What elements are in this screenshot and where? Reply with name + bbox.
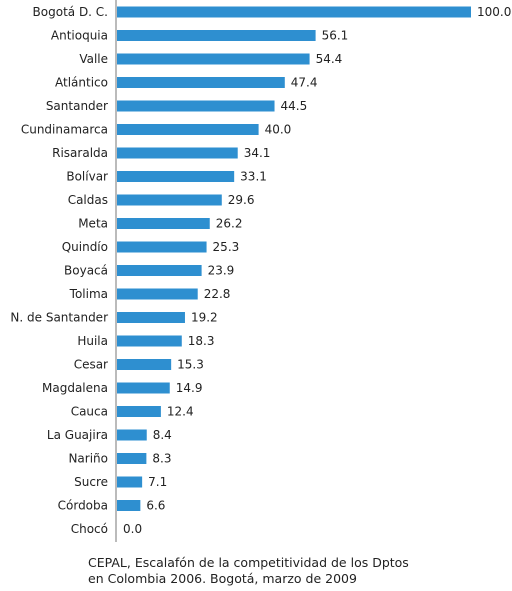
value-label: 12.4 — [167, 405, 194, 419]
category-label: Atlántico — [55, 76, 108, 90]
bar — [117, 288, 198, 300]
category-label: Chocó — [71, 522, 108, 536]
value-label: 19.2 — [191, 311, 218, 325]
category-label: Córdoba — [58, 499, 108, 513]
bar — [117, 476, 143, 488]
bar — [117, 265, 202, 276]
bar — [117, 30, 316, 41]
bar — [117, 124, 259, 135]
value-label: 22.8 — [204, 287, 231, 301]
bar — [117, 241, 207, 253]
value-label: 100.0 — [477, 5, 511, 19]
bar — [117, 500, 141, 511]
value-label: 26.2 — [216, 217, 243, 231]
category-label: Santander — [46, 99, 108, 113]
bar — [117, 429, 147, 441]
bar — [117, 218, 210, 229]
value-label: 54.4 — [316, 52, 343, 66]
value-label: 29.6 — [228, 193, 255, 207]
category-label: Cesar — [74, 358, 108, 372]
value-label: 40.0 — [265, 123, 292, 137]
category-label: Valle — [79, 52, 108, 66]
bar — [117, 171, 235, 182]
category-label: Antioquia — [51, 29, 108, 43]
category-label: Meta — [78, 217, 108, 231]
value-label: 0.0 — [123, 522, 142, 536]
category-label: Tolima — [69, 287, 108, 301]
value-label: 14.9 — [176, 381, 203, 395]
value-label: 56.1 — [322, 29, 349, 43]
bar — [117, 335, 182, 347]
source-caption: CEPAL, Escalafón de la competitividad de… — [88, 555, 409, 587]
value-label: 15.3 — [177, 358, 204, 372]
value-label: 33.1 — [240, 170, 267, 184]
bar — [117, 406, 161, 417]
value-label: 44.5 — [281, 99, 308, 113]
bar — [117, 382, 170, 394]
bar — [117, 453, 147, 464]
category-label: Bolívar — [66, 170, 108, 184]
bar — [117, 53, 310, 65]
value-label: 8.4 — [153, 428, 172, 442]
value-label: 23.9 — [208, 264, 235, 278]
category-label: Cundinamarca — [21, 123, 108, 137]
category-label: Quindío — [62, 240, 108, 254]
category-label: Sucre — [74, 475, 108, 489]
category-label: Magdalena — [42, 381, 108, 395]
category-label: Bogotá D. C. — [33, 5, 108, 19]
category-label: Boyacá — [64, 264, 108, 278]
bar — [117, 194, 222, 206]
bar-chart: Bogotá D. C. 100.0 Antioquia 56.1 Valle 54.4 A… — [10, 0, 511, 542]
category-label: Nariño — [68, 452, 108, 466]
category-label: La Guajira — [47, 428, 108, 442]
bar — [117, 100, 275, 112]
value-label: 18.3 — [188, 334, 215, 348]
value-label: 25.3 — [213, 240, 240, 254]
category-label: Risaralda — [52, 146, 108, 160]
bar — [117, 359, 172, 370]
caption-line-1: CEPAL, Escalafón de la competitividad de… — [88, 555, 409, 570]
bar — [117, 77, 285, 88]
value-label: 7.1 — [148, 475, 167, 489]
bar — [117, 6, 471, 18]
category-label: Cauca — [71, 405, 108, 419]
value-label: 34.1 — [244, 146, 271, 160]
category-label: Huila — [77, 334, 108, 348]
caption-line-2: en Colombia 2006. Bogotá, marzo de 2009 — [88, 571, 357, 586]
category-label: Caldas — [68, 193, 108, 207]
bar — [117, 147, 238, 159]
value-label: 47.4 — [291, 76, 318, 90]
value-label: 8.3 — [152, 452, 171, 466]
category-label: N. de Santander — [10, 311, 108, 325]
bar — [117, 312, 185, 323]
value-label: 6.6 — [146, 499, 165, 513]
